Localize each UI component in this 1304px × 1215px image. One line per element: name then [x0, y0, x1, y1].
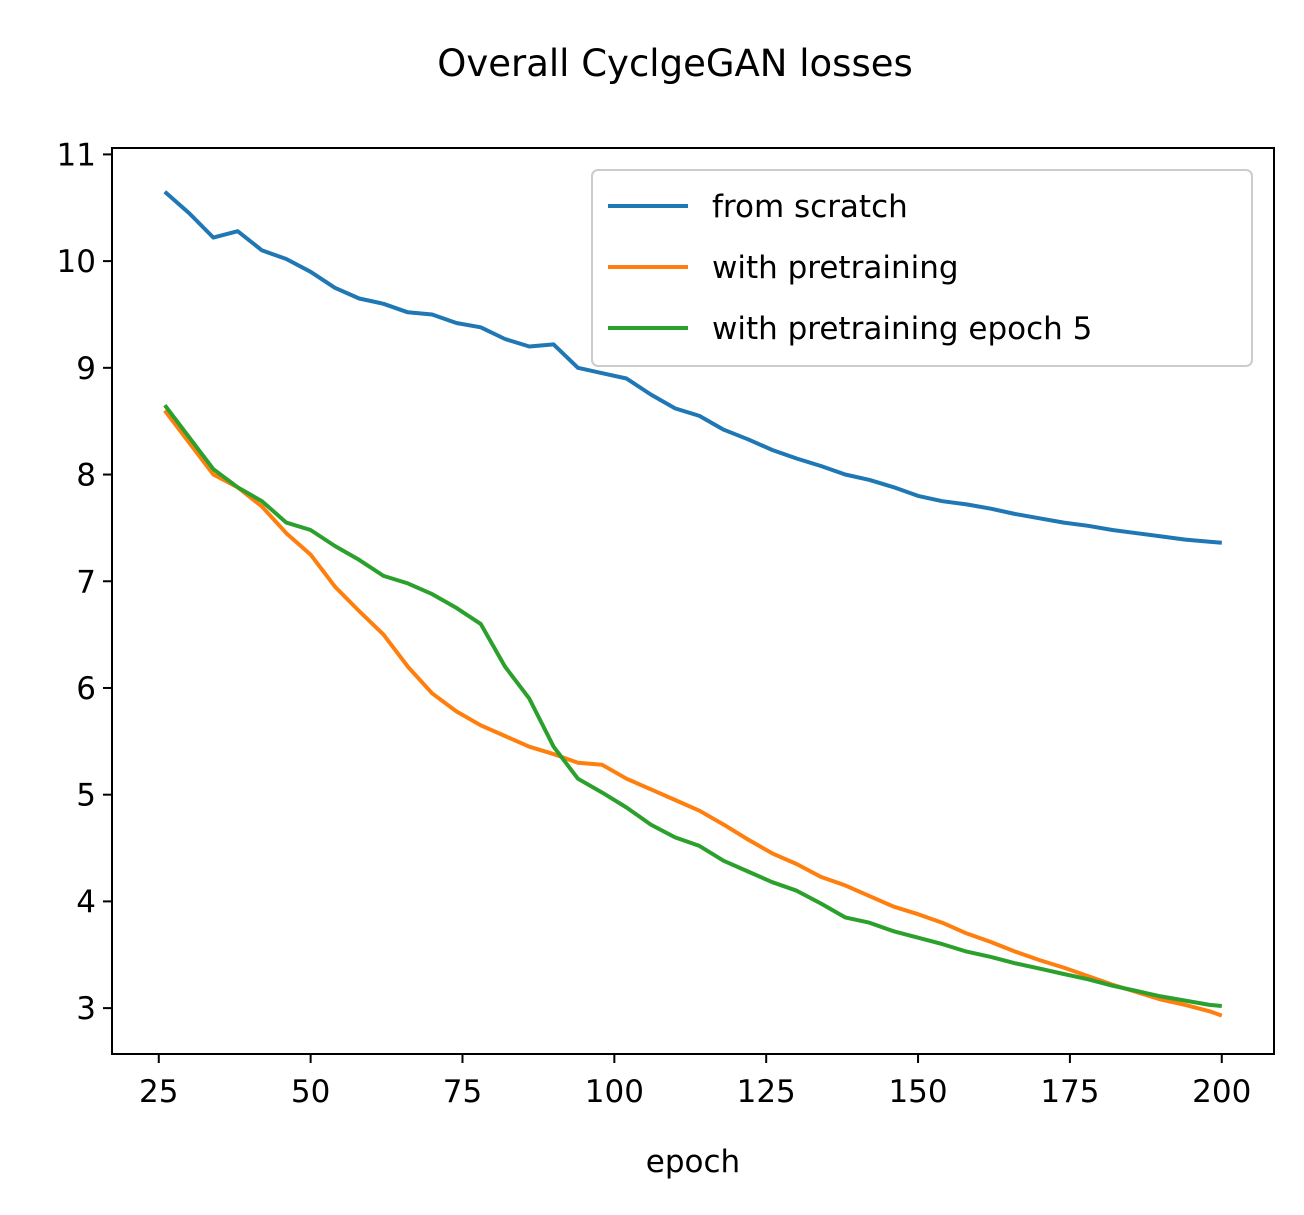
y-tick-label: 9 [76, 351, 96, 387]
y-tick-label: 11 [57, 137, 96, 173]
x-tick-label: 150 [888, 1074, 947, 1110]
legend-label: with pretraining epoch 5 [712, 311, 1092, 347]
y-tick-label: 6 [76, 671, 96, 707]
x-tick-label: 25 [139, 1074, 178, 1110]
x-tick-label: 50 [291, 1074, 330, 1110]
x-tick-label: 100 [585, 1074, 644, 1110]
y-tick-label: 7 [76, 564, 96, 600]
x-axis-label: epoch [646, 1144, 740, 1180]
y-tick-label: 10 [57, 244, 96, 280]
x-tick-label: 125 [737, 1074, 796, 1110]
x-tick-label: 75 [443, 1074, 482, 1110]
chart-title: Overall CyclgeGAN losses [437, 42, 913, 85]
legend-box [591, 169, 1253, 367]
data-line [163, 190, 1222, 545]
y-tick-label: 4 [76, 884, 96, 920]
data-line [163, 403, 1222, 1008]
x-tick-label: 200 [1192, 1074, 1251, 1110]
y-tick-label: 3 [76, 991, 96, 1027]
y-tick-label: 8 [76, 458, 96, 494]
x-tick-label: 175 [1040, 1074, 1099, 1110]
data-line [163, 409, 1223, 1018]
legend-label: with pretraining [712, 250, 959, 286]
y-tick-label: 5 [76, 778, 96, 814]
legend-label: from scratch [712, 189, 908, 225]
plot-frame [111, 147, 1275, 1055]
